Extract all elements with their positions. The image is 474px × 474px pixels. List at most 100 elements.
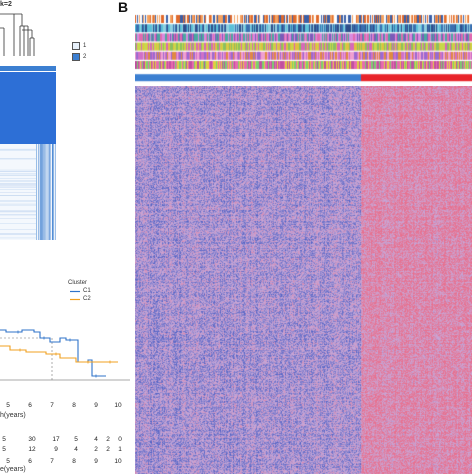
panel-a: k=2 1 2 Cluster C1 C2 xyxy=(0,0,134,474)
consensus-cell xyxy=(47,144,49,240)
consensus-legend: 1 2 xyxy=(72,42,86,61)
consensus-cell xyxy=(0,169,36,171)
risk-cell: 2 xyxy=(94,446,98,453)
km-legend-line-icon xyxy=(70,290,80,292)
consensus-cell xyxy=(36,144,37,240)
consensus-cell xyxy=(0,183,36,184)
consensus-cell xyxy=(47,144,49,240)
consensus-cell xyxy=(48,144,49,240)
consensus-cell xyxy=(43,144,45,240)
consensus-cell xyxy=(0,237,36,239)
km-x-tick: 8 xyxy=(72,458,76,465)
consensus-cell xyxy=(55,144,56,240)
consensus-cell xyxy=(44,144,45,240)
consensus-cell xyxy=(0,234,36,235)
km-x-tick: 5 xyxy=(6,402,10,409)
km-x-tick: 10 xyxy=(114,458,122,465)
risk-cell: 30 xyxy=(28,436,36,443)
cluster-block-gap xyxy=(0,144,36,240)
consensus-cell xyxy=(0,171,36,172)
consensus-cell xyxy=(0,192,36,193)
km-x-tick: 9 xyxy=(94,402,98,409)
consensus-cell xyxy=(0,201,36,202)
km-x-tick: 5 xyxy=(6,458,10,465)
consensus-matrix xyxy=(0,66,56,240)
consensus-cell xyxy=(52,144,54,240)
risk-cell: 2 xyxy=(106,446,110,453)
risk-cell: 4 xyxy=(94,436,98,443)
risk-row-c1: 5 30 17 5 4 2 0 xyxy=(0,436,132,445)
km-legend-item-c2: C2 xyxy=(70,296,91,302)
risk-cell: 5 xyxy=(74,436,78,443)
consensus-cell xyxy=(0,189,36,190)
km-legend-title: Cluster xyxy=(68,280,88,286)
consensus-cell xyxy=(0,150,36,151)
consensus-cell xyxy=(47,144,48,240)
risk-cell: 5 xyxy=(2,436,6,443)
risk-cell: 4 xyxy=(74,446,78,453)
risk-cell: 5 xyxy=(2,446,6,453)
km-x-tick: 6 xyxy=(28,402,32,409)
consensus-cell xyxy=(0,175,36,176)
consensus-cell xyxy=(50,144,51,240)
consensus-cell xyxy=(0,214,36,215)
consensus-cell xyxy=(0,178,36,179)
consensus-cell xyxy=(48,144,50,240)
consensus-cell xyxy=(53,144,54,240)
consensus-cell xyxy=(40,144,41,240)
consensus-cell xyxy=(37,144,39,240)
k-label: k=2 xyxy=(0,1,12,8)
km-legend-label: C2 xyxy=(83,296,91,302)
expression-heatmap xyxy=(135,86,472,474)
km-x-ticks: 5 6 7 8 9 10 xyxy=(0,402,132,412)
risk-cell: 17 xyxy=(52,436,60,443)
consensus-cell xyxy=(51,144,53,240)
legend-item-2: 2 xyxy=(72,53,86,61)
consensus-cell xyxy=(49,144,51,240)
cluster-block-1 xyxy=(0,72,56,144)
panel-b: B xyxy=(118,0,474,474)
consensus-cell xyxy=(0,195,36,196)
consensus-cell xyxy=(52,144,53,240)
consensus-cell xyxy=(52,144,54,240)
consensus-cell xyxy=(0,210,36,211)
consensus-cell xyxy=(53,144,54,240)
consensus-cell xyxy=(39,144,41,240)
consensus-cell xyxy=(0,214,36,216)
legend-item-1: 1 xyxy=(72,42,86,50)
risk-x-label: e(years) xyxy=(0,466,26,473)
consensus-cell xyxy=(38,144,39,240)
consensus-cell xyxy=(38,144,39,240)
km-x-tick: 8 xyxy=(72,402,76,409)
legend-label: 2 xyxy=(83,54,87,60)
consensus-cell xyxy=(0,149,36,150)
consensus-cell xyxy=(41,144,42,240)
consensus-cell xyxy=(0,186,36,188)
consensus-cell xyxy=(54,144,56,240)
consensus-cell xyxy=(0,218,36,219)
consensus-cell xyxy=(0,181,36,182)
consensus-cell xyxy=(0,211,36,213)
km-x-tick: 6 xyxy=(28,458,32,465)
consensus-cell xyxy=(53,144,54,240)
consensus-cell xyxy=(0,203,36,205)
consensus-cell xyxy=(0,204,36,206)
consensus-cell xyxy=(43,144,45,240)
consensus-cell xyxy=(0,180,36,181)
annotation-tracks xyxy=(135,13,472,83)
legend-swatch xyxy=(72,42,80,50)
km-legend-item-c1: C1 xyxy=(70,288,91,294)
legend-label: 1 xyxy=(83,43,87,49)
consensus-cell xyxy=(43,144,45,240)
km-legend-label: C1 xyxy=(83,288,91,294)
consensus-cell xyxy=(51,144,53,240)
km-legend-line-icon xyxy=(70,298,80,300)
consensus-cell xyxy=(41,144,43,240)
consensus-cell xyxy=(0,183,36,185)
consensus-cell xyxy=(0,174,36,176)
consensus-cell xyxy=(39,144,41,240)
risk-cell: 9 xyxy=(54,446,58,453)
consensus-cell xyxy=(55,144,56,240)
consensus-cell xyxy=(0,158,36,160)
consensus-cell xyxy=(42,144,43,240)
